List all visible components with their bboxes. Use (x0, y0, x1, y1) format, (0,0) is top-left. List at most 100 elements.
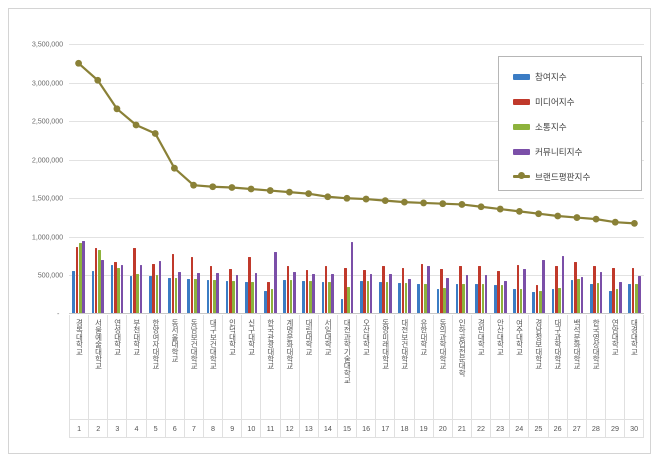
bar (331, 273, 335, 314)
x-axis-category-cell: 동서울대학교 (165, 315, 185, 420)
legend-item[interactable]: 미디어지수 (499, 89, 641, 114)
x-axis-category-cell: 서울예술대학교 (89, 315, 109, 420)
bar (577, 279, 580, 314)
line-data-point (477, 203, 485, 211)
bar (516, 265, 520, 314)
bar (503, 280, 507, 314)
bar (474, 284, 478, 314)
x-axis-category-label: 연암대학교 (610, 319, 620, 355)
bar-cluster (165, 44, 184, 314)
gridline: 3,000,000 (32, 78, 644, 87)
line-data-point (132, 121, 140, 129)
line-data-point (611, 218, 619, 226)
bar-cluster (107, 44, 126, 314)
line-data-point (516, 208, 523, 215)
bar (158, 260, 162, 314)
legend-label: 커뮤니티지수 (535, 146, 583, 157)
bar (558, 287, 561, 314)
bar (459, 265, 462, 314)
x-axis-category-cell: 동의과학대학교 (433, 315, 453, 420)
x-axis-rank-label: 15 (337, 420, 358, 438)
bar (478, 266, 481, 314)
x-axis-rank-label: 6 (165, 420, 185, 438)
bar (133, 247, 136, 314)
bar (532, 291, 536, 314)
legend-item[interactable]: 커뮤니티지수 (499, 139, 641, 164)
x-axis-category-label: 오산대학교 (361, 319, 371, 355)
bar (634, 283, 638, 314)
x-axis-rank-label: 28 (586, 420, 606, 438)
bar (347, 287, 350, 314)
bar (235, 274, 239, 314)
line-data-point (113, 105, 121, 113)
bar (152, 263, 155, 314)
x-axis-category-cell: 인덕대학교 (223, 315, 243, 420)
x-axis-rank-label: 11 (261, 420, 281, 438)
bar (446, 277, 450, 314)
bar (513, 288, 516, 314)
bar (580, 277, 584, 314)
x-axis-category-label: 서울예술대학교 (93, 319, 103, 370)
bar-cluster (567, 44, 586, 314)
bar (270, 288, 274, 314)
x-axis-rank-label: 2 (89, 420, 109, 438)
bar (615, 289, 619, 314)
x-axis-category-label: 동남보건대학교 (189, 319, 199, 370)
line-data-point (286, 188, 293, 196)
x-axis-category-cell: 부천대학교 (127, 315, 147, 420)
x-axis-category-cell: 대구보건대학교 (203, 315, 224, 420)
x-axis-category-label: 동의과학대학교 (438, 319, 448, 370)
x-axis-rank-label: 17 (376, 420, 396, 438)
bar (574, 261, 577, 314)
x-axis-category-label: 계명문화대학교 (285, 319, 295, 370)
bar (500, 284, 504, 314)
x-axis-rank-label: 24 (510, 420, 530, 438)
bar (209, 266, 213, 314)
x-axis-category-cell: 경복대학교 (69, 315, 90, 420)
bar (321, 282, 325, 314)
gridline: 3,500,000 (32, 40, 644, 49)
x-axis-category-label: 대구과학대학교 (553, 319, 563, 370)
bar (439, 269, 443, 314)
bar (110, 264, 114, 314)
y-axis-tick-label: 1,500,000 (31, 193, 63, 203)
x-axis-rank-label: 16 (357, 420, 377, 438)
x-axis-category-cell: 연암대학교 (605, 315, 626, 420)
bar (420, 263, 424, 314)
bar (155, 275, 159, 314)
bar-cluster (452, 44, 471, 314)
bar (455, 283, 459, 314)
x-axis-rank-label: 3 (108, 420, 128, 438)
bar (382, 266, 385, 314)
x-axis-category-label: 연성대학교 (113, 319, 123, 355)
bar (139, 265, 143, 314)
x-axis-category-label: 안산대학교 (495, 319, 505, 355)
bar-cluster (127, 44, 146, 314)
bar (213, 280, 216, 314)
line-data-point (458, 201, 466, 208)
bar (462, 283, 465, 314)
bar (129, 275, 133, 314)
legend-swatch-icon (513, 148, 530, 155)
line-data-point (631, 219, 638, 227)
x-axis-category-cell: 대경대학교 (625, 315, 645, 420)
x-axis-rank-label: 29 (605, 420, 626, 438)
x-axis-category-label: 서일대학교 (323, 319, 333, 355)
bar (379, 282, 382, 314)
bar (324, 266, 328, 314)
line-data-point (324, 193, 332, 201)
gridline: 2,000,000 (32, 155, 644, 164)
x-axis-category-label: 한국영상대학교 (591, 319, 601, 370)
bar (225, 280, 229, 314)
line-data-point (343, 194, 351, 202)
bar-cluster (606, 44, 625, 314)
bar (120, 264, 124, 314)
legend-item[interactable]: 브랜드평판지수 (499, 164, 641, 189)
bar-cluster (280, 44, 299, 314)
bar (273, 252, 277, 314)
x-axis-category-cell: 인하공업전문대학 (452, 315, 472, 420)
line-data-point (573, 214, 581, 221)
legend-item[interactable]: 참여지수 (499, 64, 641, 89)
x-axis-category-cell: 경민대학교 (471, 315, 492, 420)
legend-item[interactable]: 소통지수 (499, 114, 641, 139)
